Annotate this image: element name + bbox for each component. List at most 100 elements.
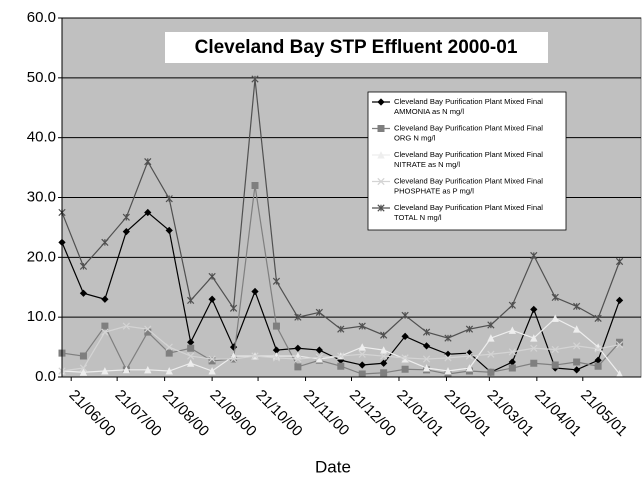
y-tick-label: 0.0 — [35, 368, 56, 385]
marker — [615, 341, 624, 349]
marker — [422, 355, 431, 363]
marker — [186, 359, 195, 367]
marker — [101, 367, 109, 375]
marker — [508, 364, 516, 372]
marker — [380, 359, 388, 367]
x-tick-label: 21/08/00 — [159, 387, 212, 440]
y-tick-label: 50.0 — [27, 69, 56, 86]
x-tick-label: 21/03/01 — [484, 387, 537, 440]
marker — [377, 125, 385, 132]
marker — [101, 328, 109, 336]
marker — [79, 368, 88, 376]
marker — [401, 354, 409, 362]
marker — [251, 352, 259, 360]
legend-entry: Cleveland Bay Purification Plant Mixed F… — [372, 177, 543, 196]
marker — [337, 362, 345, 370]
marker — [377, 177, 385, 186]
y-tick-label: 10.0 — [27, 308, 56, 325]
x-tick-label: 21/12/00 — [346, 387, 399, 440]
marker — [144, 157, 152, 166]
marker — [487, 334, 495, 342]
marker — [144, 365, 152, 374]
legend-entry: Cleveland Bay Purification Plant Mixed F… — [372, 124, 543, 143]
marker — [377, 98, 385, 106]
marker — [594, 314, 602, 322]
marker — [101, 238, 109, 246]
marker — [377, 151, 385, 159]
x-tick-label: 21/07/00 — [112, 387, 165, 440]
marker — [272, 354, 281, 362]
marker — [551, 345, 559, 354]
marker — [337, 325, 345, 333]
x-tick-label: 21/01/01 — [393, 387, 446, 440]
marker — [444, 367, 452, 375]
legend-entries: Cleveland Bay Purification Plant Mixed F… — [372, 97, 543, 222]
marker — [572, 325, 581, 333]
x-tick-label: 21/02/01 — [441, 387, 494, 440]
marker — [422, 364, 431, 372]
marker — [358, 370, 366, 378]
marker — [444, 334, 452, 342]
marker — [465, 352, 474, 360]
marker — [358, 361, 366, 369]
marker — [229, 304, 238, 312]
marker — [615, 296, 624, 305]
marker — [508, 326, 517, 334]
marker — [79, 262, 88, 270]
x-tick-label: 21/09/00 — [206, 387, 259, 440]
x-tick-label: 21/11/00 — [300, 387, 353, 440]
marker — [573, 366, 581, 374]
marker — [401, 311, 409, 319]
marker — [551, 314, 559, 322]
marker — [358, 350, 366, 358]
marker — [101, 295, 109, 303]
marker — [573, 342, 581, 350]
marker — [122, 227, 130, 236]
marker — [358, 343, 366, 351]
x-tick-label: 21/04/01 — [531, 387, 584, 440]
y-tick-label: 60.0 — [27, 9, 56, 26]
marker — [444, 354, 452, 362]
marker — [422, 342, 431, 350]
marker — [573, 302, 581, 311]
marker — [530, 305, 538, 314]
marker — [465, 364, 474, 372]
marker — [144, 325, 152, 333]
marker — [122, 322, 130, 330]
marker — [272, 277, 281, 285]
marker — [294, 355, 302, 363]
marker — [594, 362, 602, 370]
legend — [367, 91, 567, 231]
marker — [187, 344, 195, 352]
marker — [508, 301, 516, 309]
x-tick-label: 21/06/00 — [66, 387, 119, 440]
marker — [487, 350, 495, 358]
legend-label: Cleveland Bay Purification Plant Mixed F… — [394, 177, 543, 196]
marker — [337, 352, 345, 360]
marker — [294, 363, 302, 371]
x-tick-label: 21/10/00 — [252, 387, 305, 440]
marker — [551, 361, 559, 369]
marker — [165, 226, 173, 235]
marker — [79, 352, 87, 360]
marker — [101, 322, 109, 330]
marker — [294, 344, 302, 352]
marker — [272, 322, 280, 330]
series — [58, 322, 624, 375]
marker — [208, 367, 216, 375]
title-box — [165, 32, 548, 63]
marker — [530, 344, 538, 352]
marker — [208, 355, 216, 363]
marker — [487, 321, 495, 329]
marker — [379, 346, 388, 354]
marker — [251, 75, 259, 83]
legend-entry: Cleveland Bay Purification Plant Mixed F… — [372, 150, 543, 169]
marker — [122, 365, 131, 374]
marker — [377, 204, 385, 212]
legend-label: Cleveland Bay Purification Plant Mixed F… — [394, 150, 543, 169]
legend-label: Cleveland Bay Purification Plant Mixed F… — [394, 124, 543, 143]
marker — [144, 208, 152, 217]
marker — [487, 368, 495, 376]
marker — [530, 334, 538, 342]
marker — [315, 353, 323, 361]
